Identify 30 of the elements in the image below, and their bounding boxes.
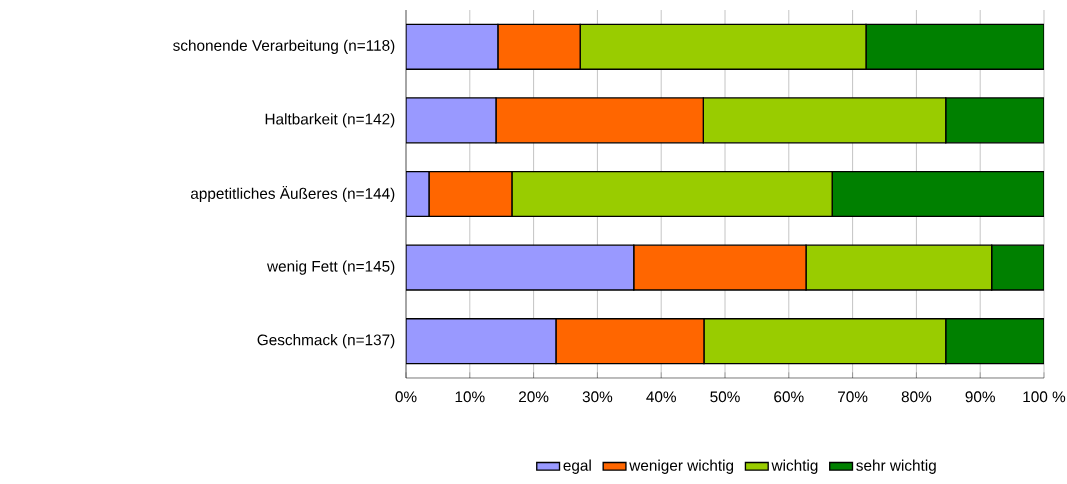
- bar: [831, 170, 1044, 218]
- bar: [406, 170, 430, 218]
- x-tick-label: 100 %: [1023, 391, 1066, 403]
- y-tick-label: Geschmack (n=137): [257, 334, 395, 349]
- x-tick-label: 30%: [582, 391, 613, 403]
- x-tick-label: 90%: [965, 391, 995, 403]
- x-tick-label: 10%: [455, 391, 485, 403]
- bar: [945, 97, 1044, 144]
- bar: [406, 318, 557, 365]
- y-tick-label: appetitliches Äußeres (n=144): [190, 186, 395, 202]
- legend-label: egal: [563, 459, 591, 474]
- x-tick-label: 40%: [646, 391, 676, 403]
- bar: [945, 318, 1044, 365]
- y-tick-label: Haltbarkeit (n=142): [265, 113, 395, 128]
- bar: [991, 244, 1044, 291]
- bar: [865, 23, 1044, 70]
- legend-label: sehr wichtig: [856, 459, 936, 474]
- legend-label: wichtig: [771, 459, 818, 474]
- x-tick-label: 80%: [901, 391, 932, 403]
- y-tick-label: schonende Verarbeitung (n=118): [173, 39, 395, 54]
- y-tick-label: wenig Fett (n=145): [267, 260, 395, 275]
- x-tick-label: 60%: [774, 391, 804, 403]
- x-tick-label: 20%: [519, 391, 549, 403]
- bar: [406, 23, 499, 70]
- bar: [406, 244, 635, 291]
- legend-label: weniger wichtig: [629, 459, 734, 474]
- x-tick-label: 0%: [395, 391, 417, 403]
- bar: [406, 97, 497, 144]
- x-tick-label: 70%: [838, 391, 868, 403]
- x-tick-label: 50%: [710, 391, 740, 403]
